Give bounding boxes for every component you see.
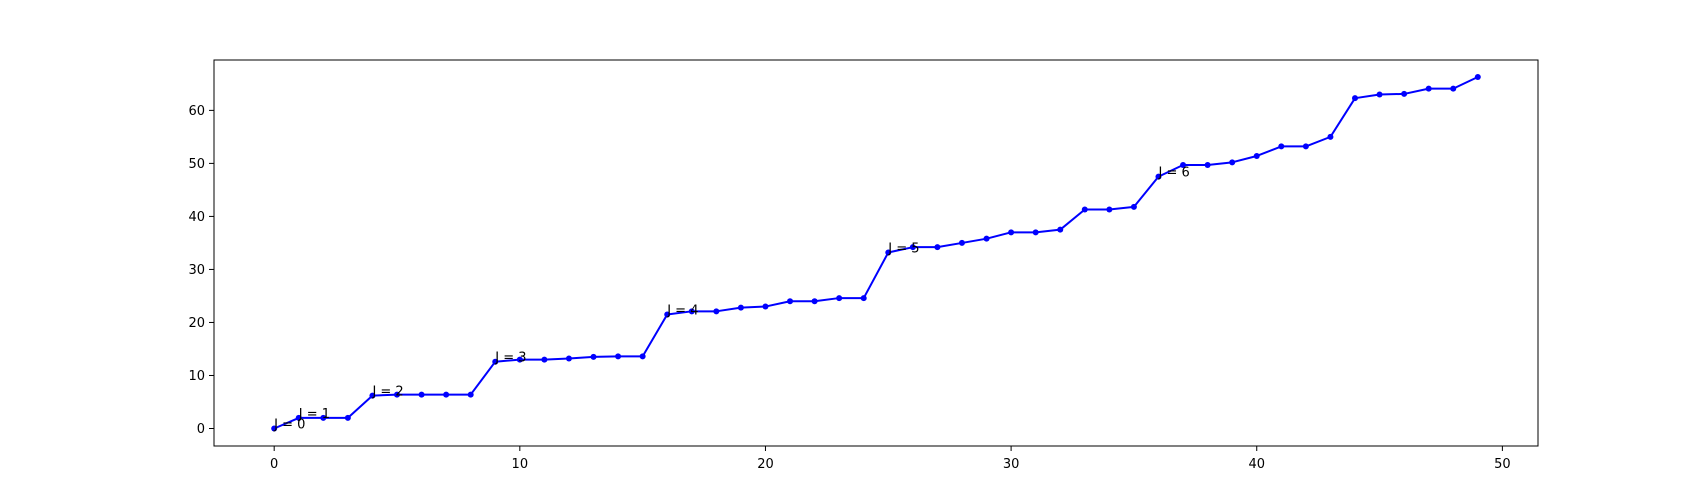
data-point [443, 391, 450, 398]
x-tick-label: 20 [757, 457, 774, 472]
y-tick-label: 60 [188, 104, 205, 119]
data-point [271, 425, 278, 432]
y-tick-label: 50 [188, 157, 205, 172]
annotation-label: J = 6 [1157, 166, 1189, 181]
data-point [1352, 95, 1358, 102]
data-point [836, 295, 843, 302]
data-point [664, 311, 671, 318]
data-point [295, 414, 302, 421]
data-point [1130, 203, 1137, 210]
axis-ticks: 0 10 20 30 40 50 0 10 20 30 40 50 60 [188, 104, 1510, 472]
data-point [615, 353, 622, 360]
y-tick-label: 30 [188, 263, 205, 278]
data-point [1057, 226, 1064, 233]
data-point [541, 356, 548, 363]
data-point [492, 358, 499, 365]
data-point [1278, 143, 1285, 150]
data-point [418, 391, 425, 398]
data-point [467, 391, 474, 398]
data-point [713, 308, 720, 315]
data-point [394, 391, 400, 398]
data-point [639, 353, 646, 360]
data-point [565, 355, 572, 362]
data-point [1302, 143, 1309, 150]
x-tick-label: 40 [1248, 457, 1265, 472]
x-tick-label: 30 [1003, 457, 1020, 472]
data-point [1106, 206, 1113, 213]
annotation-label: J = 1 [298, 407, 330, 422]
data-point [590, 353, 597, 360]
data-point [958, 239, 965, 246]
data-point [737, 304, 744, 311]
data-point [934, 244, 941, 251]
data-point [1376, 91, 1383, 98]
data-point [1229, 159, 1236, 166]
data-point [1155, 173, 1162, 180]
annotation-label: J = 5 [887, 241, 919, 256]
x-tick-label: 50 [1494, 457, 1511, 472]
plot-marks: J = 0J = 1 J = 2 J = 3 J = 4 J = 5 J = 6 [271, 73, 1481, 433]
x-tick-label: 0 [270, 457, 278, 472]
data-point [516, 356, 523, 363]
annotation-label: J = 0 [273, 418, 305, 433]
data-point [1327, 133, 1334, 140]
annotation-label: J = 2 [371, 385, 403, 400]
data-point [320, 414, 327, 421]
data-point [344, 414, 351, 421]
y-tick-label: 40 [188, 210, 205, 225]
data-point [860, 295, 867, 302]
data-point [1450, 85, 1457, 92]
y-tick-label: 10 [188, 369, 205, 384]
data-point [811, 298, 818, 305]
data-point [1425, 85, 1432, 92]
data-point [885, 249, 892, 256]
data-point [1474, 73, 1481, 80]
annotation-label: J = 3 [494, 351, 526, 366]
data-point [762, 303, 769, 310]
data-point [1081, 206, 1088, 213]
data-point [1253, 152, 1260, 159]
series-line [273, 76, 1479, 430]
data-point [983, 235, 990, 242]
data-point [1008, 229, 1015, 236]
data-point [1204, 161, 1211, 168]
data-point [909, 244, 916, 251]
y-tick-label: 20 [188, 316, 205, 331]
axes-frame [213, 59, 1539, 447]
data-point [688, 308, 695, 315]
data-point [787, 298, 794, 305]
data-point [1032, 229, 1039, 236]
data-point [1401, 90, 1408, 97]
data-point [369, 392, 376, 399]
y-tick-label: 0 [197, 422, 205, 437]
annotation-label: J = 4 [666, 304, 698, 319]
x-tick-label: 10 [512, 457, 529, 472]
data-point [1180, 161, 1187, 168]
